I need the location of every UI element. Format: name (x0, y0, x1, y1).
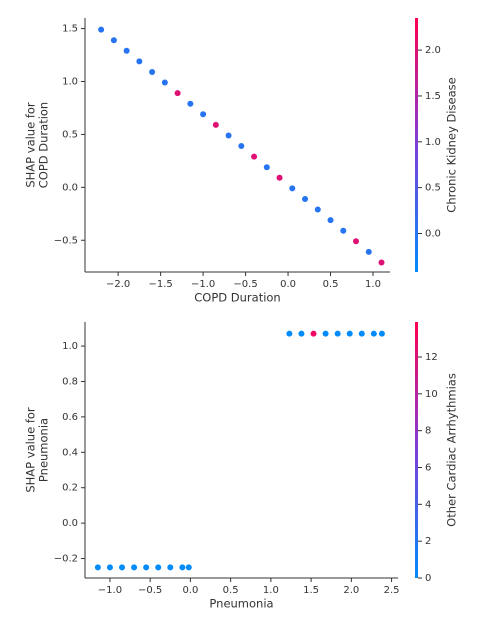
x-tick-label: −0.5 (233, 279, 257, 290)
x-axis-label: COPD Duration (194, 291, 280, 305)
colorbar-tick-label: 1.0 (425, 137, 441, 148)
point (131, 564, 138, 571)
x-tick-label: 1.0 (365, 279, 381, 290)
point (185, 564, 192, 571)
y-tick-label: −0.2 (54, 554, 78, 565)
point (370, 330, 377, 337)
y-tick-label: 0.6 (62, 412, 78, 423)
x-tick-label: −0.5 (138, 585, 162, 596)
point (353, 238, 360, 245)
point (119, 564, 126, 571)
x-tick-label: 1.0 (263, 585, 279, 596)
x-tick-label: 1.5 (303, 585, 319, 596)
point (187, 100, 194, 107)
colorbar-tick-label: 0 (425, 573, 431, 584)
point (136, 58, 143, 65)
colorbar-tick-label: 0.0 (425, 228, 441, 239)
point (263, 164, 270, 171)
point (358, 330, 365, 337)
colorbar-tick-label: 1.5 (425, 91, 441, 102)
y-tick-label: 1.0 (62, 341, 78, 352)
point (225, 132, 232, 139)
y-axis-label: SHAP value for (24, 102, 38, 188)
point (276, 174, 283, 181)
point (212, 121, 219, 128)
colorbar-tick-label: 10 (425, 389, 438, 400)
point (174, 90, 181, 97)
x-tick-label: −1.5 (148, 279, 172, 290)
point (286, 330, 293, 337)
point (98, 26, 105, 33)
point (298, 330, 305, 337)
point (149, 68, 156, 75)
point (365, 248, 372, 255)
x-tick-label: −1.0 (191, 279, 215, 290)
colorbar (415, 18, 418, 272)
x-tick-label: 0.0 (280, 279, 296, 290)
point (179, 564, 186, 571)
point (289, 185, 296, 192)
colorbar (415, 322, 418, 578)
x-tick-label: −2.0 (106, 279, 130, 290)
x-tick-label: 2.5 (384, 585, 400, 596)
colorbar-label: Other Cardiac Arrhythmias (445, 373, 459, 527)
point (334, 330, 341, 337)
colorbar-tick-label: 2.0 (425, 45, 441, 56)
point (155, 564, 162, 571)
point (314, 206, 321, 213)
point (340, 227, 347, 234)
y-tick-label: 0.0 (62, 518, 78, 529)
colorbar-tick-label: 4 (425, 499, 431, 510)
colorbar-tick-label: 6 (425, 462, 431, 473)
point (106, 564, 113, 571)
y-tick-label: 0.8 (62, 376, 78, 387)
colorbar-tick-label: 12 (425, 352, 438, 363)
y-tick-label: 1.0 (62, 77, 78, 88)
x-axis-label: Pneumonia (209, 597, 273, 611)
y-tick-label: 1.5 (62, 24, 78, 35)
point (161, 79, 168, 86)
point (143, 564, 150, 571)
y-tick-label: −0.5 (54, 235, 78, 246)
x-tick-label: 0.5 (323, 279, 339, 290)
point (238, 143, 245, 150)
point (94, 564, 101, 571)
point (302, 195, 309, 202)
point (378, 330, 385, 337)
y-tick-label: 0.0 (62, 182, 78, 193)
colorbar-tick-label: 2 (425, 536, 431, 547)
colorbar-tick-label: 8 (425, 426, 431, 437)
point (200, 111, 207, 118)
point (110, 37, 117, 44)
point (322, 330, 329, 337)
y-tick-label: 0.5 (62, 129, 78, 140)
point (378, 259, 385, 266)
y-tick-label: 0.4 (62, 447, 78, 458)
point (346, 330, 353, 337)
point (167, 564, 174, 571)
y-tick-label: 0.2 (62, 483, 78, 494)
x-tick-label: 0.5 (223, 585, 239, 596)
point (251, 153, 258, 160)
x-tick-label: −1.0 (98, 585, 122, 596)
x-tick-label: 2.0 (343, 585, 359, 596)
colorbar-tick-label: 0.5 (425, 183, 441, 194)
x-tick-label: 0.0 (182, 585, 198, 596)
point (327, 217, 334, 224)
colorbar-label: Chronic Kidney Disease (445, 77, 459, 212)
y-axis-label: Pneumonia (37, 418, 51, 482)
point (123, 47, 130, 54)
point (310, 330, 317, 337)
y-axis-label: SHAP value for (24, 407, 38, 493)
y-axis-label: COPD Duration (37, 102, 51, 188)
